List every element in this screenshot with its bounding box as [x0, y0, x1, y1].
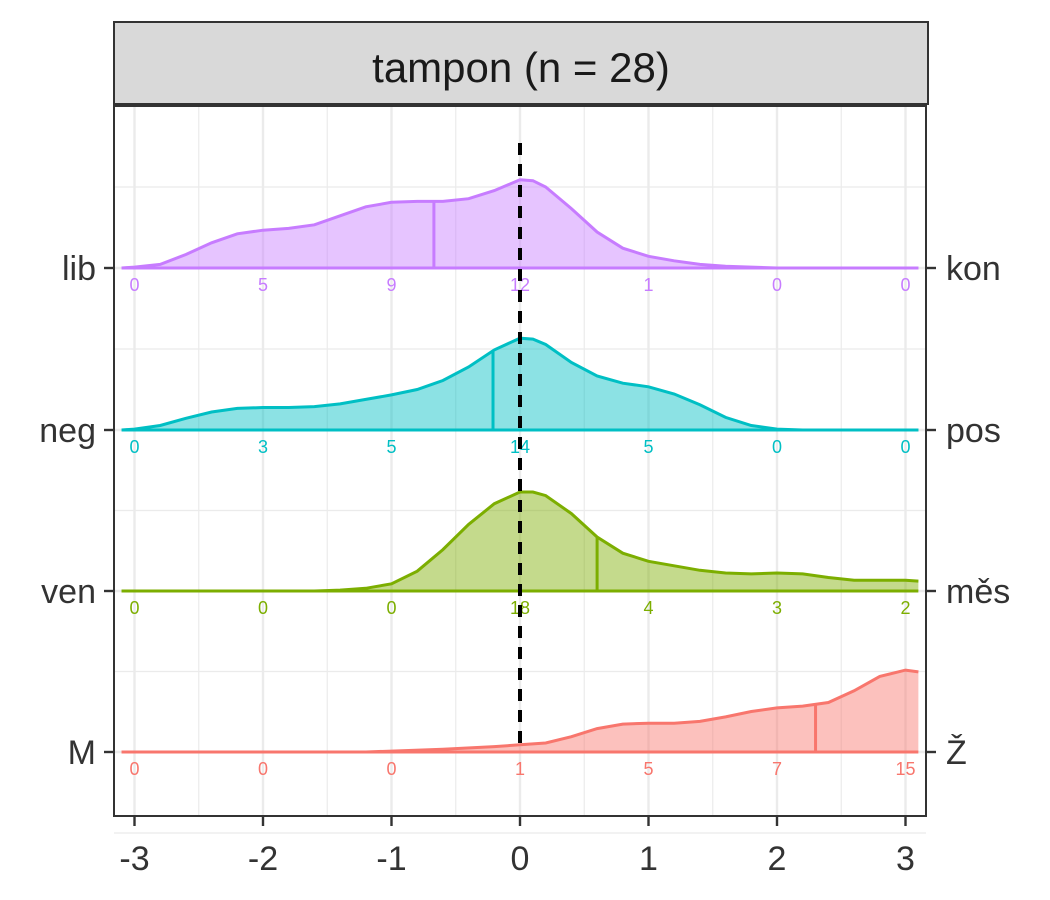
density-area — [121, 179, 919, 268]
count-label: 0 — [129, 598, 139, 618]
ridge-lib-kon: 0 5 9 12 1 0 0 — [121, 178, 919, 295]
count-label: 0 — [386, 598, 396, 618]
x-tick-label: -1 — [376, 840, 406, 878]
count-label: 0 — [258, 759, 268, 779]
density-line — [121, 178, 919, 270]
count-label: 12 — [510, 275, 530, 295]
count-label: 5 — [386, 437, 396, 457]
x-axis: -3 -2 -1 0 1 2 3 — [119, 816, 915, 878]
y-label-right: pos — [946, 412, 1001, 450]
count-label: 4 — [643, 598, 653, 618]
count-label: 5 — [643, 759, 653, 779]
y-label-left: neg — [39, 412, 96, 450]
x-tick-label: 2 — [768, 840, 787, 878]
count-label: 3 — [772, 598, 782, 618]
y-axis-left: lib neg ven M — [39, 250, 114, 772]
y-label-left: M — [68, 734, 96, 772]
y-axis-right: kon pos měs Ž — [926, 250, 1010, 772]
count-label: 0 — [772, 437, 782, 457]
density-line — [121, 336, 919, 432]
y-label-right: kon — [946, 250, 1001, 288]
density-area — [121, 492, 919, 591]
count-label: 0 — [129, 759, 139, 779]
count-label: 1 — [643, 275, 653, 295]
count-label: 0 — [129, 275, 139, 295]
count-label: 0 — [386, 759, 396, 779]
y-label-left: ven — [41, 573, 96, 611]
y-label-right: měs — [946, 573, 1010, 611]
count-label: 0 — [900, 437, 910, 457]
count-label: 7 — [772, 759, 782, 779]
count-label: 2 — [900, 598, 910, 618]
ridge-M-Ž: 0 0 0 1 5 7 15 — [121, 668, 919, 779]
count-label: 15 — [895, 759, 915, 779]
density-line — [121, 668, 919, 754]
facet-strip: tampon (n = 28) — [113, 21, 929, 105]
count-label: 0 — [900, 275, 910, 295]
count-label: 1 — [515, 759, 525, 779]
x-tick-label: -2 — [248, 840, 278, 878]
y-label-left: lib — [62, 250, 96, 288]
count-label: 9 — [386, 275, 396, 295]
count-label: 0 — [258, 598, 268, 618]
density-area — [121, 670, 919, 752]
y-label-right: Ž — [946, 734, 967, 772]
facet-title: tampon (n = 28) — [372, 44, 670, 91]
count-label: 5 — [643, 437, 653, 457]
x-tick-label: 0 — [511, 840, 530, 878]
count-label: 0 — [772, 275, 782, 295]
count-label: 0 — [129, 437, 139, 457]
x-tick-label: 3 — [896, 840, 915, 878]
count-label: 5 — [258, 275, 268, 295]
ridge-ven-měs: 00018432 — [121, 490, 919, 618]
count-label: 3 — [258, 437, 268, 457]
x-tick-label: 1 — [639, 840, 658, 878]
x-tick-label: -3 — [119, 840, 149, 878]
